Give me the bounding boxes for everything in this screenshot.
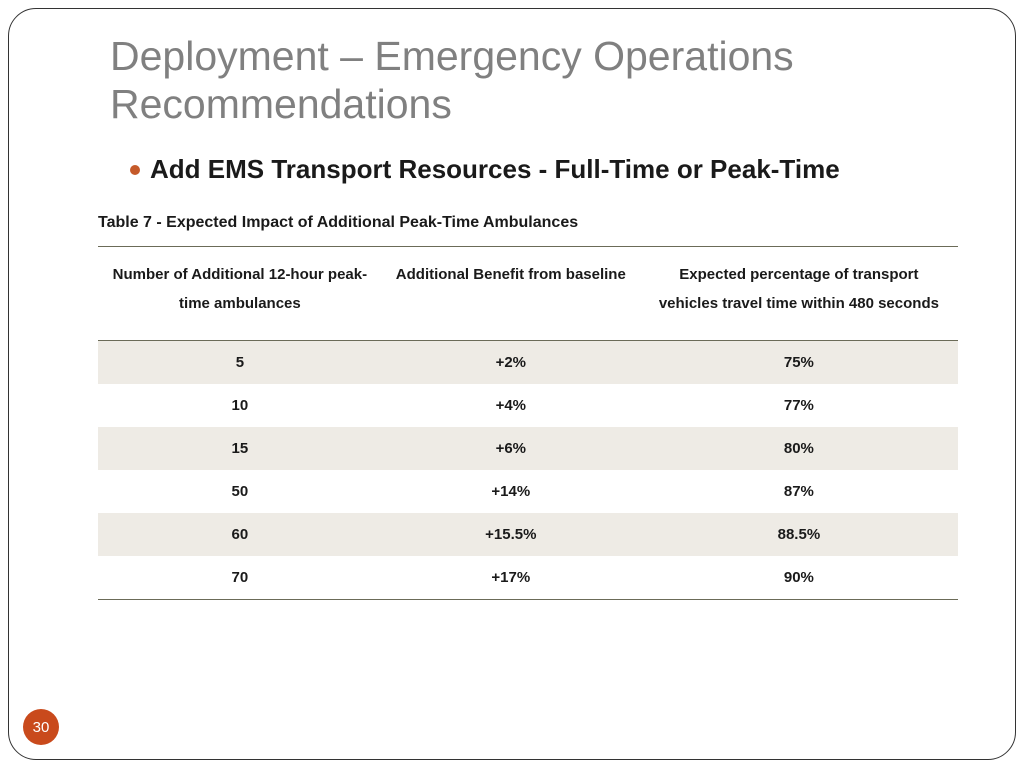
page-number-badge: 30	[23, 709, 59, 745]
slide-frame	[8, 8, 1016, 760]
page-number: 30	[33, 719, 50, 736]
